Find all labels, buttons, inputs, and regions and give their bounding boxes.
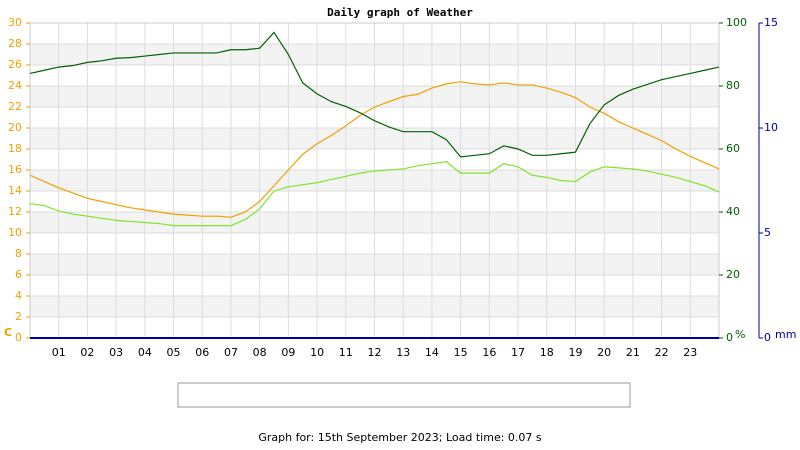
series-line [29,31,720,158]
x-tick-label: 03 [109,346,123,359]
y-tick-label: 26 [8,58,22,71]
y-tick-label: 28 [8,37,22,50]
x-tick-label: 15 [454,346,468,359]
y2-tick-label: 100 [726,16,747,29]
y2-unit: % [735,328,745,341]
y2-tick-label: 80 [726,79,740,92]
y3-tick-label: 15 [764,16,778,29]
y-tick-label: 14 [8,184,22,197]
y-tick-label: 20 [8,121,22,134]
x-tick-label: 05 [167,346,181,359]
y-tick-label: 30 [8,16,22,29]
y3-tick-label: 10 [764,121,778,134]
y3-tick-label: 0 [764,331,771,344]
x-tick-label: 19 [568,346,582,359]
series-line [29,160,720,227]
x-tick-label: 10 [310,346,324,359]
x-tick-label: 02 [80,346,94,359]
chart-title: Daily graph of Weather [327,6,473,19]
y2-tick-label: 60 [726,142,740,155]
y-tick-label: 22 [8,100,22,113]
x-tick-label: 07 [224,346,238,359]
y-tick-label: 10 [8,226,22,239]
y-tick-label: 2 [15,310,22,323]
x-tick-label: 21 [626,346,640,359]
series-line [29,81,720,218]
x-tick-label: 23 [683,346,697,359]
y2-tick-label: 0 [726,331,733,344]
y-tick-label: 18 [8,142,22,155]
x-tick-label: 09 [281,346,295,359]
y-tick-label: 0 [15,331,22,344]
x-tick-label: 14 [425,346,439,359]
x-tick-label: 17 [511,346,525,359]
x-tick-label: 04 [138,346,152,359]
y-tick-label: 12 [8,205,22,218]
y-tick-label: 8 [15,247,22,260]
x-tick-label: 08 [253,346,267,359]
x-tick-label: 11 [339,346,353,359]
y-tick-label: 6 [15,268,22,281]
x-tick-label: 12 [368,346,382,359]
footer: Graph for: 15th September 2023; Load tim… [258,431,542,444]
y2-tick-label: 20 [726,268,740,281]
x-tick-label: 01 [52,346,66,359]
y-tick-label: 24 [8,79,22,92]
y-tick-label: 4 [15,289,22,302]
x-tick-label: 16 [482,346,496,359]
x-tick-label: 06 [195,346,209,359]
y-unit: C [4,326,12,339]
y-tick-label: 16 [8,163,22,176]
x-tick-label: 20 [597,346,611,359]
legend-box [177,382,631,408]
x-tick-label: 18 [540,346,554,359]
y3-unit: mm [775,328,796,341]
x-tick-label: 13 [396,346,410,359]
y3-tick-label: 5 [764,226,771,239]
y2-tick-label: 40 [726,205,740,218]
x-tick-label: 22 [655,346,669,359]
